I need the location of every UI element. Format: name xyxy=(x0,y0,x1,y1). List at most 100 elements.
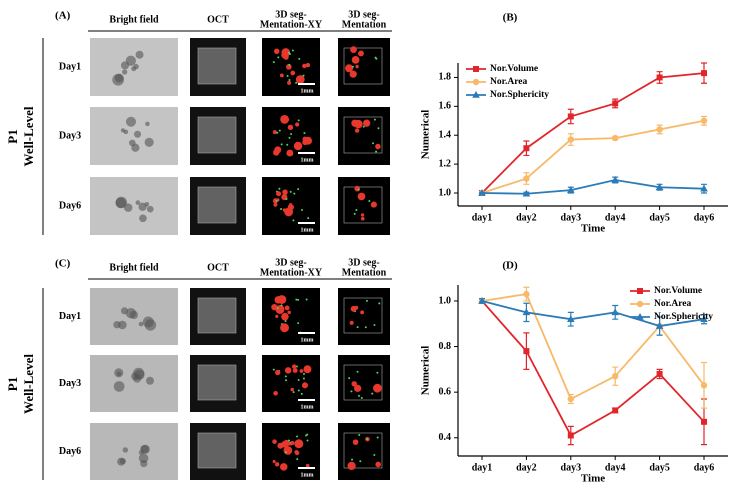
segment-blob xyxy=(289,190,292,193)
segment-blob xyxy=(275,199,278,202)
legend-label: Nor.Sphericity xyxy=(654,312,713,322)
segment-blob xyxy=(294,450,299,455)
row-label: Day6 xyxy=(59,200,81,211)
image-spot xyxy=(118,320,127,330)
segment-blob xyxy=(278,129,281,132)
marker xyxy=(700,382,708,389)
segment-blob xyxy=(357,188,360,191)
marker xyxy=(567,113,574,120)
group-label: P1 xyxy=(5,129,20,143)
x-tick-label: day3 xyxy=(561,462,582,473)
segment-blob xyxy=(284,375,287,378)
column-header: Bright field xyxy=(109,14,159,25)
column-header: 3D seg- xyxy=(348,9,379,20)
segment-blob xyxy=(358,50,364,57)
marker xyxy=(701,70,707,77)
x-tick-label: day6 xyxy=(694,462,715,473)
series-line xyxy=(481,300,705,327)
segment-blob xyxy=(301,382,309,389)
image-spot xyxy=(122,69,128,75)
segment-blob xyxy=(372,142,375,145)
marker xyxy=(523,175,530,182)
marker xyxy=(523,145,530,152)
segment-blob xyxy=(295,298,298,301)
segment-blob xyxy=(305,298,308,301)
image-spot xyxy=(146,205,154,213)
segment-blob xyxy=(375,461,381,468)
image-spot xyxy=(140,444,150,454)
panel-label: (C) xyxy=(55,258,71,270)
segment-blob xyxy=(286,143,289,146)
segment-blob xyxy=(300,392,303,395)
segment-blob xyxy=(284,305,290,311)
segmentation-image xyxy=(338,355,390,412)
segment-blob xyxy=(287,439,290,442)
segment-blob xyxy=(276,131,279,134)
segment-blob xyxy=(285,197,288,200)
segment-blob xyxy=(283,54,289,60)
segmentation-box xyxy=(343,364,383,401)
segment-blob xyxy=(291,49,294,52)
image-spot xyxy=(125,116,137,127)
y-tick-label: 1.2 xyxy=(439,158,452,169)
segment-blob xyxy=(274,48,280,54)
segment-blob xyxy=(355,64,359,69)
segment-blob xyxy=(355,209,358,212)
series-line xyxy=(481,72,705,194)
image-spot xyxy=(120,128,126,133)
segmentation-box xyxy=(343,432,383,469)
column-header: OCT xyxy=(207,262,229,273)
segment-blob xyxy=(283,439,290,447)
legend-marker xyxy=(636,300,644,308)
segment-blob xyxy=(286,80,292,85)
image-spot xyxy=(142,316,154,328)
y-tick-label: 0.4 xyxy=(439,432,452,443)
segmentation-image xyxy=(338,288,390,345)
segment-blob xyxy=(290,387,295,392)
image-spot xyxy=(112,73,125,86)
segment-blob xyxy=(290,440,295,445)
x-tick-label: day5 xyxy=(649,212,670,223)
segment-blob xyxy=(348,377,351,380)
column-header: Mentation-XY xyxy=(260,267,323,278)
segment-blob xyxy=(282,189,288,195)
segment-blob xyxy=(285,117,290,122)
marker xyxy=(656,74,663,81)
image-spot xyxy=(134,130,142,138)
segment-blob xyxy=(360,310,365,315)
bright-field-image xyxy=(90,177,178,235)
y-axis-label: Numerical xyxy=(420,346,432,395)
row-label: Day1 xyxy=(59,311,81,322)
segment-blob xyxy=(272,439,277,444)
image-spot xyxy=(131,143,140,152)
segment-blob xyxy=(287,124,294,131)
segment-blob xyxy=(279,463,288,471)
segment-blob xyxy=(288,136,291,139)
panel-label: (A) xyxy=(55,10,71,22)
row-label: Day3 xyxy=(59,130,81,141)
scale-bar-label: 1mm xyxy=(301,88,314,94)
segmentation-image xyxy=(262,288,320,345)
marker xyxy=(567,315,575,322)
group-label: Well-Level xyxy=(21,106,36,166)
marker xyxy=(478,296,486,304)
series-line xyxy=(481,179,705,195)
segment-blob xyxy=(358,434,361,437)
marker xyxy=(611,176,619,183)
segment-blob xyxy=(376,436,379,439)
segment-blob xyxy=(354,384,362,392)
bright-field-image xyxy=(90,355,178,412)
marker xyxy=(655,183,664,191)
image-spot xyxy=(138,321,144,327)
segmentation-box xyxy=(343,297,383,334)
image-spot xyxy=(125,55,136,66)
segment-blob xyxy=(295,75,305,84)
segment-blob xyxy=(306,439,309,442)
segment-blob xyxy=(288,63,291,66)
column-header: 3D seg- xyxy=(348,257,379,268)
segment-blob xyxy=(351,381,357,387)
segment-blob xyxy=(305,463,310,468)
marker xyxy=(567,186,575,193)
x-tick-label: day2 xyxy=(516,462,537,473)
y-tick-label: 0.8 xyxy=(439,341,452,352)
